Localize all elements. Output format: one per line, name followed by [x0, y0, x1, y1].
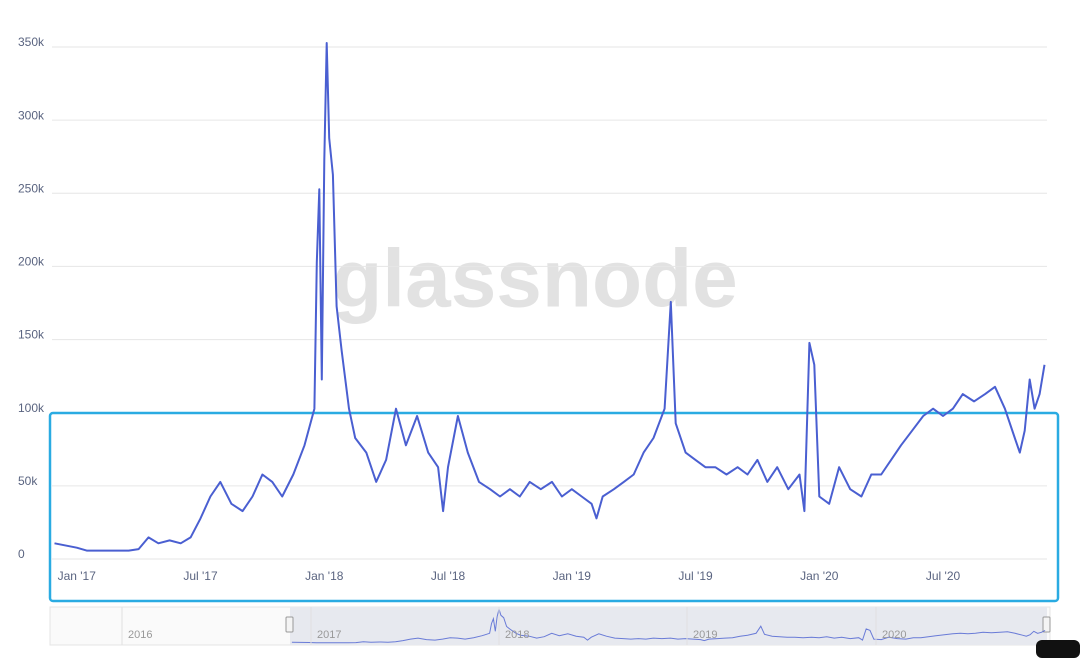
highlight-box: [48, 411, 1060, 603]
navigator-label: 2020: [882, 629, 906, 641]
y-tick-label: 50k: [18, 474, 38, 488]
x-tick-label: Jan '18: [305, 569, 344, 583]
x-tick-label: Jul '17: [183, 569, 218, 583]
x-tick-label: Jul '18: [431, 569, 466, 583]
navigator-handle[interactable]: [285, 616, 294, 633]
navigator-label: 2016: [128, 629, 152, 641]
y-tick-label: 150k: [18, 328, 45, 342]
y-tick-label: 0: [18, 547, 25, 561]
x-tick-label: Jul '19: [678, 569, 713, 583]
navigator-label: 2017: [317, 629, 341, 641]
navigator-selection[interactable]: [290, 607, 1047, 645]
corner-badge: [1036, 640, 1080, 658]
x-tick-label: Jan '17: [58, 569, 97, 583]
y-tick-label: 250k: [18, 181, 45, 195]
line: [54, 42, 1046, 552]
y-tick-label: 350k: [18, 35, 45, 49]
x-tick-label: Jan '20: [800, 569, 839, 583]
x-tick-label: Jul '20: [926, 569, 961, 583]
navigator-handle[interactable]: [1042, 616, 1051, 633]
navigator-label: 2019: [693, 629, 717, 641]
navigator: 2016 2017 2018 2019 2020: [49, 606, 1051, 646]
y-tick-label: 100k: [18, 401, 45, 415]
y-tick-label: 300k: [18, 108, 45, 122]
navigator-line: [291, 607, 1046, 644]
navigator-label: 2018: [505, 629, 529, 641]
x-tick-label: Jan '19: [553, 569, 592, 583]
y-tick-label: 200k: [18, 255, 45, 269]
watermark: glassnode: [332, 234, 738, 325]
